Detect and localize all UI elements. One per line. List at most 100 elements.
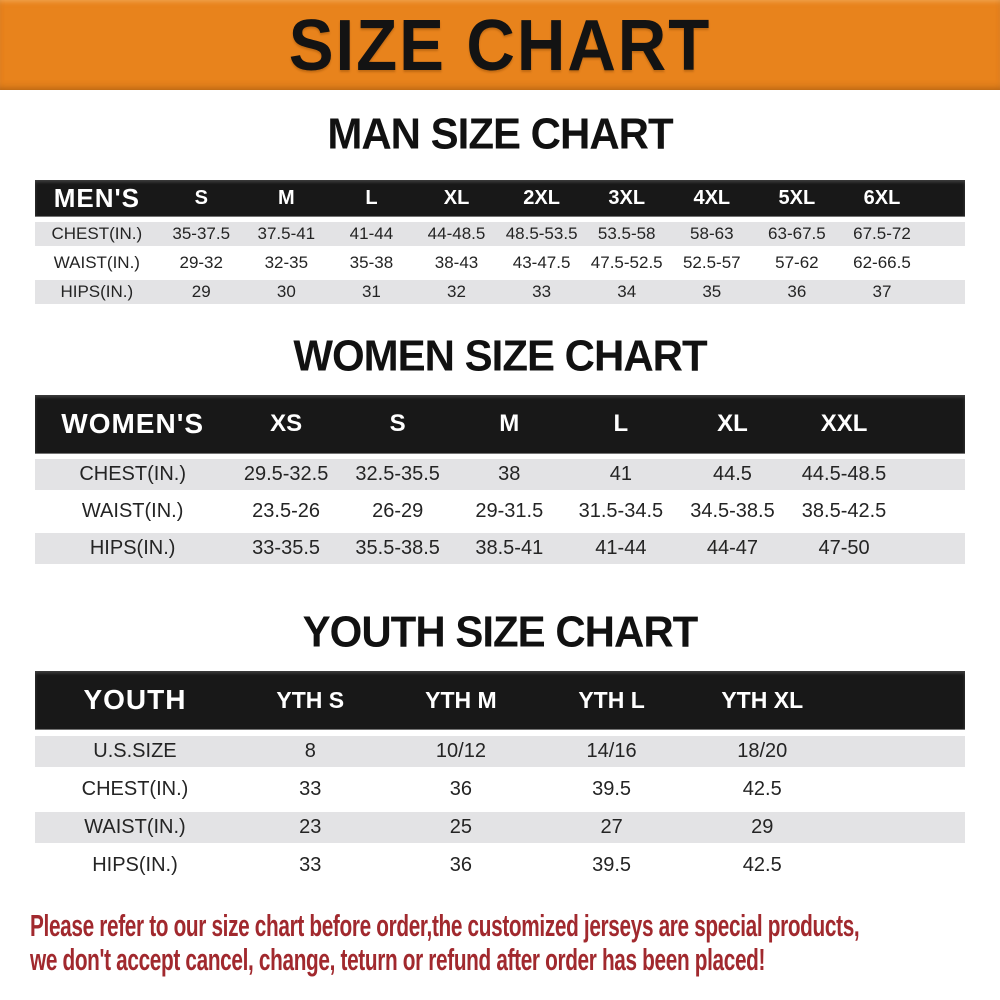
cell: 47.5-52.5	[590, 253, 663, 272]
column-header: XL	[717, 410, 748, 437]
cell: 14/16	[586, 740, 637, 762]
table-header-row: YOUTH YTH S YTH M YTH L YTH XL	[35, 671, 965, 729]
cell: 39.5	[592, 854, 632, 876]
cell: 44-47	[706, 537, 759, 559]
cell: 62-66.5	[853, 253, 911, 272]
footer-disclaimer: Please refer to our size chart before or…	[0, 909, 1000, 977]
cell: 42.5	[742, 854, 782, 876]
column-header: 5XL	[778, 186, 816, 209]
cell: 38	[498, 463, 521, 485]
column-header: M	[277, 186, 295, 209]
cell: 41	[609, 463, 632, 485]
row-label: CHEST(IN.)	[51, 224, 143, 243]
table-row: HIPS(IN.) 33-35.5 35.5-38.5 38.5-41 41-44 44-…	[35, 533, 965, 564]
table-header-row: WOMEN'S XS S M L XL XXL	[35, 395, 965, 453]
cell: 35-37.5	[172, 224, 231, 243]
footer-line-2: we don't accept cancel, change, teturn o…	[30, 942, 766, 977]
column-header: 4XL	[693, 186, 731, 209]
cell: 47-50	[818, 537, 870, 559]
cell: 33	[532, 282, 552, 301]
footer-line-1: Please refer to our size chart before or…	[30, 908, 860, 943]
row-label: WAIST(IN.)	[84, 816, 186, 838]
cell: 31.5-34.5	[578, 500, 664, 522]
table-header-label: MEN'S	[53, 182, 140, 213]
cell: 32.5-35.5	[355, 463, 440, 485]
cell: 23.5-26	[252, 500, 321, 522]
cell: 58-63	[690, 224, 734, 243]
table-row: CHEST(IN.) 33 36 39.5 42.5	[35, 774, 965, 805]
column-header: 6XL	[863, 186, 901, 209]
row-label: CHEST(IN.)	[81, 778, 189, 800]
column-header: YTH XL	[721, 686, 804, 713]
cell: 30	[276, 282, 296, 301]
column-header: L	[613, 410, 629, 437]
column-header: 3XL	[608, 186, 646, 209]
column-header: YTH M	[425, 686, 497, 713]
cell: 35	[702, 282, 722, 301]
cell: 34	[617, 282, 637, 301]
cell: 29-31.5	[475, 500, 544, 522]
cell: 44.5-48.5	[801, 463, 887, 485]
cell: 52.5-57	[682, 253, 741, 272]
cell: 34.5-38.5	[690, 500, 775, 522]
youth-size-table: YOUTH YTH S YTH M YTH L YTH XL U.S.SIZE 8 10/12…	[35, 671, 965, 881]
table-header-label: WOMEN'S	[61, 408, 205, 439]
cell: 29.5-32.5	[243, 463, 329, 485]
cell: 36	[787, 282, 807, 301]
cell: 23	[299, 816, 322, 838]
table-row: U.S.SIZE 8 10/12 14/16 18/20	[35, 736, 965, 767]
cell: 42.5	[742, 778, 782, 800]
column-header: YTH L	[578, 686, 645, 713]
womens-size-table: WOMEN'S XS S M L XL XXL CHEST(IN.) 29.5-32.5 32.5…	[35, 395, 965, 564]
table-row: WAIST(IN.) 23.5-26 26-29 29-31.5 31.5-34.5 34…	[35, 496, 965, 527]
cell: 37.5-41	[257, 224, 316, 243]
column-header: XL	[443, 186, 470, 209]
cell: 18/20	[737, 740, 788, 762]
cell: 32-35	[264, 253, 309, 272]
cell: 39.5	[592, 778, 632, 800]
cell: 67.5-72	[853, 224, 911, 243]
row-label: WAIST(IN.)	[81, 500, 184, 522]
column-header: M	[499, 410, 520, 437]
column-header: XS	[270, 410, 303, 437]
row-label: CHEST(IN.)	[79, 463, 186, 485]
cell: 37	[872, 282, 892, 301]
cell: 10/12	[435, 740, 486, 762]
cell: 48.5-53.5	[505, 224, 578, 243]
women-size-chart-heading: WOMEN SIZE CHART	[293, 331, 707, 380]
table-row: HIPS(IN.) 33 36 39.5 42.5	[35, 850, 965, 881]
row-label: HIPS(IN.)	[92, 854, 178, 876]
table-row: HIPS(IN.) 29 30 31 32 33 34 35 36 37	[35, 280, 965, 304]
table-row: WAIST(IN.) 23 25 27 29	[35, 812, 965, 843]
table-row: WAIST(IN.) 29-32 32-35 35-38 38-43 43-47.5 47.…	[35, 251, 965, 275]
cell: 44-48.5	[427, 224, 486, 243]
cell: 33-35.5	[252, 537, 321, 559]
column-header: 2XL	[523, 186, 560, 209]
cell: 63-67.5	[768, 224, 826, 243]
cell: 33	[299, 854, 322, 876]
cell: 41-44	[595, 537, 647, 559]
banner-title: SIZE CHART	[288, 4, 712, 86]
cell: 25	[449, 816, 473, 838]
cell: 44.5	[713, 463, 752, 485]
cell: 57-62	[775, 253, 819, 272]
cell: 38.5-42.5	[801, 500, 887, 522]
cell: 35-38	[349, 253, 394, 272]
table-header-label: YOUTH	[83, 684, 187, 715]
cell: 26-29	[372, 500, 424, 522]
column-header: YTH S	[276, 686, 345, 713]
table-header-row: MEN'S S M L XL 2XL 3XL 4XL 5XL 6XL	[35, 180, 965, 216]
row-label: HIPS(IN.)	[60, 282, 134, 301]
cell: 29	[751, 816, 774, 838]
table-row: CHEST(IN.) 35-37.5 37.5-41 41-44 44-48.5 48.5…	[35, 222, 965, 246]
column-header: XXL	[820, 410, 868, 437]
cell: 33	[299, 778, 322, 800]
cell: 35.5-38.5	[355, 537, 440, 559]
column-header: S	[194, 186, 208, 209]
table-row: CHEST(IN.) 29.5-32.5 32.5-35.5 38 41 44.5 44.5…	[35, 459, 965, 490]
cell: 27	[600, 816, 623, 838]
cell: 36	[449, 854, 473, 876]
cell: 29	[191, 282, 211, 301]
mens-size-table: MEN'S S M L XL 2XL 3XL 4XL 5XL 6XL CHEST(IN.) 35-37…	[35, 180, 965, 304]
cell: 31	[361, 282, 381, 301]
